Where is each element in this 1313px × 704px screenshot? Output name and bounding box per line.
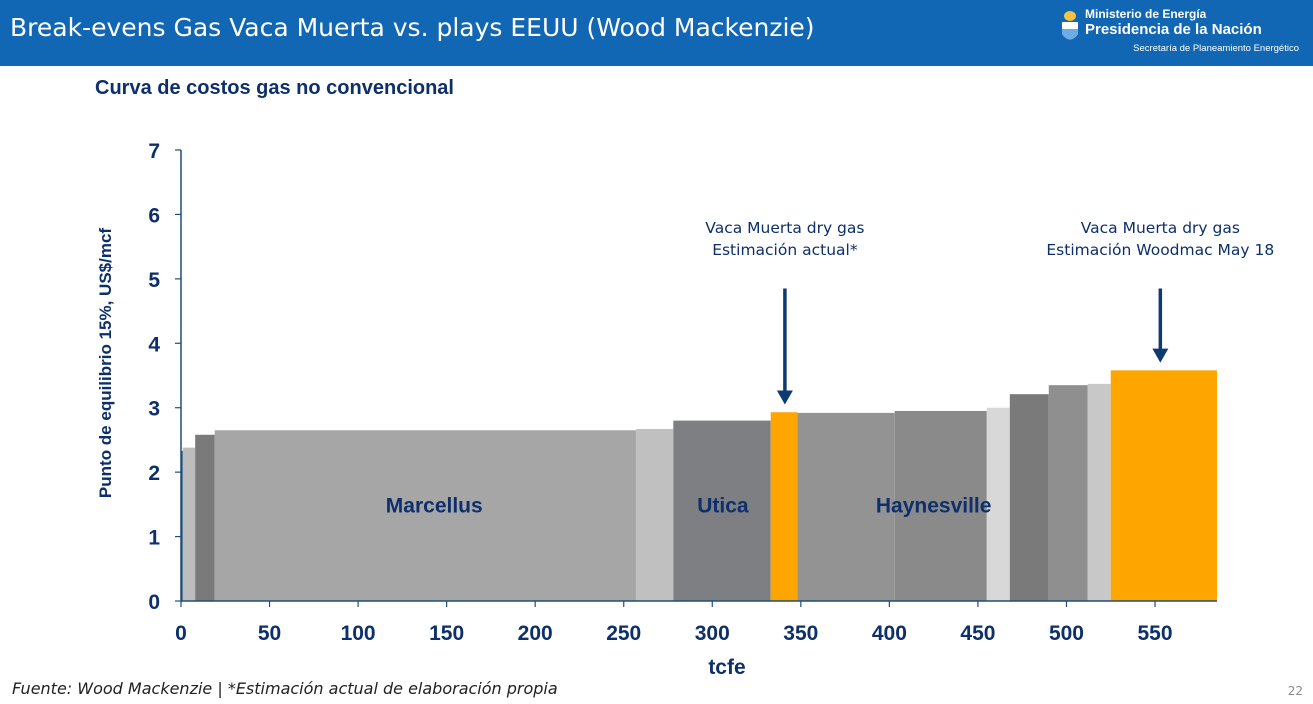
source-note: Fuente: Wood Mackenzie | *Estimación act… <box>12 679 558 698</box>
y-tick-label-4: 4 <box>148 333 160 356</box>
x-tick-label-150: 150 <box>429 622 464 645</box>
region-label-1: Utica <box>697 494 749 517</box>
y-tick-label-0: 0 <box>148 591 160 614</box>
x-tick-label-500: 500 <box>1049 622 1084 645</box>
ministry-logo: Ministerio de Energía Presidencia de la … <box>1059 7 1299 61</box>
bar-segment-9 <box>986 407 1010 601</box>
bar-segment-1 <box>182 447 196 601</box>
annotation-arrow-head-0 <box>776 390 793 405</box>
bar-segment-7 <box>797 412 895 601</box>
bar-segment-0 <box>181 450 183 601</box>
bar-segment-10 <box>1009 394 1049 601</box>
region-label-2: Haynesville <box>876 494 992 517</box>
region-label-0: Marcellus <box>386 494 483 517</box>
x-tick-label-100: 100 <box>341 622 376 645</box>
x-tick-label-50: 50 <box>258 622 281 645</box>
x-tick-label-200: 200 <box>518 622 553 645</box>
secretariat-name: Secretaría de Planeamiento Energético <box>1133 43 1299 54</box>
cost-curve-chart: Marcellus Utica Haynesville 0 1 2 3 4 5 6 7 0 50 100 1… <box>96 140 1274 679</box>
bar-segment-11 <box>1048 385 1088 601</box>
bar-segment-13 <box>1110 370 1217 601</box>
x-tick-label-400: 400 <box>872 622 907 645</box>
x-tick-label-550: 550 <box>1137 622 1172 645</box>
bar-segment-2 <box>195 434 215 601</box>
y-tick-label-2: 2 <box>148 462 160 485</box>
slide-title: Break-evens Gas Vaca Muerta vs. plays EE… <box>10 13 815 42</box>
bar-segment-4 <box>636 428 674 601</box>
bar-segment-3 <box>214 430 637 601</box>
annotation-line2-0: Estimación actual* <box>712 241 858 259</box>
slide-header: Break-evens Gas Vaca Muerta vs. plays EE… <box>0 0 1313 66</box>
y-tick-label-3: 3 <box>148 398 160 421</box>
y-tick-label-5: 5 <box>148 269 160 292</box>
y-tick-label-6: 6 <box>148 204 160 227</box>
page-number: 22 <box>1287 684 1303 698</box>
x-axis-title: tcfe <box>708 656 745 679</box>
y-axis-title: Punto de equilibrio 15%, US$/mcf <box>96 228 115 498</box>
annotation-line2-1: Estimación Woodmac May 18 <box>1046 241 1274 259</box>
annotation-line1-0: Vaca Muerta dry gas <box>705 219 864 237</box>
ministry-name: Ministerio de Energía <box>1085 7 1207 21</box>
y-tick-label-7: 7 <box>148 140 160 163</box>
bar-segment-8 <box>894 410 987 601</box>
chart-subtitle: Curva de costos gas no convencional <box>95 77 454 99</box>
annotation-line1-1: Vaca Muerta dry gas <box>1081 219 1240 237</box>
x-tick-label-300: 300 <box>695 622 730 645</box>
x-tick-label-0: 0 <box>175 622 187 645</box>
coat-of-arms-icon <box>1062 11 1078 40</box>
bar-segment-6 <box>770 412 798 601</box>
y-tick-label-1: 1 <box>148 527 160 550</box>
x-tick-label-350: 350 <box>783 622 818 645</box>
presidency-name: Presidencia de la Nación <box>1085 21 1262 38</box>
bar-segment-12 <box>1087 383 1111 601</box>
x-tick-label-450: 450 <box>960 622 995 645</box>
annotation-arrow-head-1 <box>1152 348 1169 363</box>
bar-segment-5 <box>673 420 771 601</box>
x-tick-label-250: 250 <box>606 622 641 645</box>
